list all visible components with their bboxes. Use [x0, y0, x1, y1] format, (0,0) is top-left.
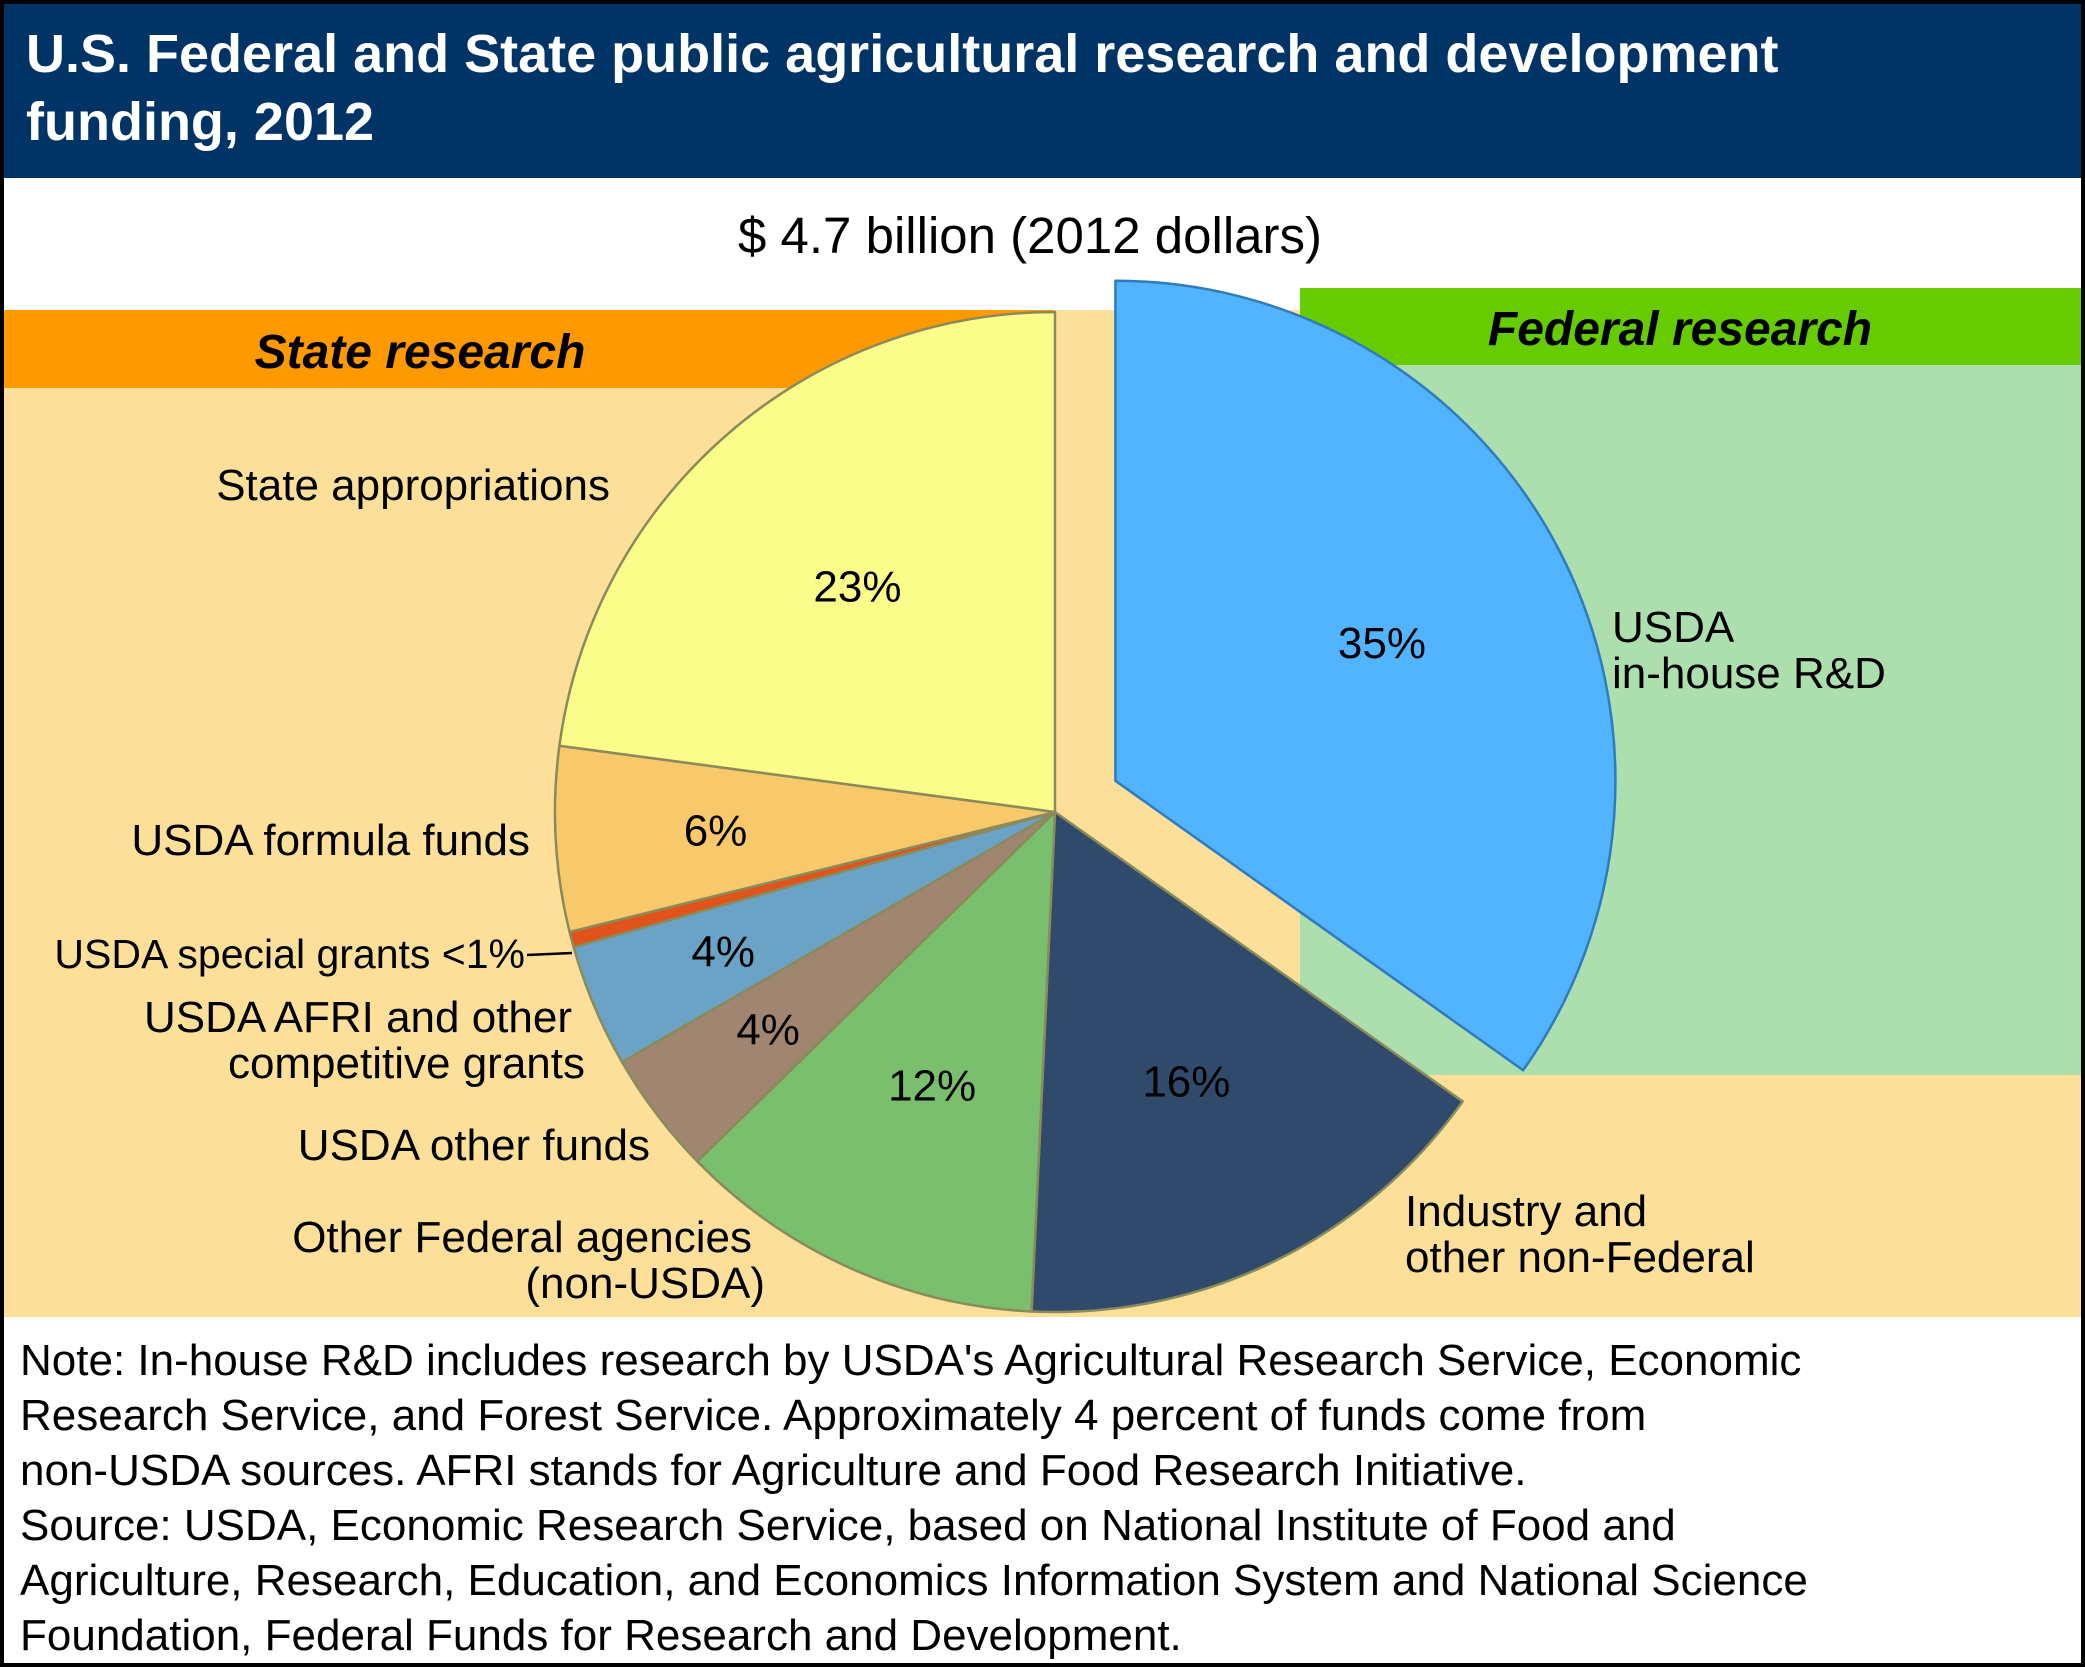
label-industry: Industry and — [1405, 1187, 1647, 1236]
state-research-label: State research — [255, 326, 586, 379]
label-other-federal-agencies-line2: (non-USDA) — [525, 1259, 765, 1308]
special-grants-leader-line — [526, 951, 573, 957]
note-line-2: Research Service, and Forest Service. Ap… — [20, 1391, 1646, 1440]
label-state-appropriations: State appropriations — [216, 461, 610, 510]
federal-research-bar — [1300, 288, 2081, 365]
label-usda-in-house-line2: in-house R&D — [1612, 649, 1886, 698]
pie-slices — [553, 279, 1617, 1314]
label-usda-special-grants: USDA special grants <1% — [54, 931, 525, 977]
source-line-2: Agriculture, Research, Education, and Ec… — [20, 1556, 1808, 1605]
note-line-3: non-USDA sources. AFRI stands for Agricu… — [20, 1446, 1527, 1495]
label-usda-afri-line2: competitive grants — [228, 1039, 585, 1088]
label-usda-formula-funds: USDA formula funds — [131, 816, 530, 865]
pie-slice-usda-in-house-r-d — [1114, 279, 1617, 1072]
label-industry-line2: other non-Federal — [1405, 1233, 1755, 1282]
value-label-state-appropriations: 23% — [813, 562, 901, 611]
pie-slice-state-appropriations — [558, 310, 1057, 814]
value-label-usda-formula-funds: 6% — [684, 807, 748, 856]
chart-title-line2: funding, 2012 — [26, 92, 374, 152]
label-usda-other-funds: USDA other funds — [298, 1121, 650, 1170]
chart-subtitle: $ 4.7 billion (2012 dollars) — [738, 207, 1322, 264]
pie-slice-other-federal-agencies-non-usda — [696, 810, 1057, 1313]
value-label-industry-and-other-non-federal: 16% — [1142, 1058, 1230, 1107]
source-line-3: Foundation, Federal Funds for Research a… — [20, 1611, 1182, 1660]
pie-value-labels: 35% 16% 12% 4% 4% 6% 23% — [684, 562, 1426, 1110]
federal-research-label: Federal research — [1488, 303, 1872, 356]
pie-slice-usda-formula-funds — [553, 744, 1057, 934]
source-line-1: Source: USDA, Economic Research Service,… — [20, 1501, 1676, 1550]
note-line-1: Note: In-house R&D includes research by … — [20, 1336, 1801, 1385]
value-label-usda-other-funds: 4% — [736, 1005, 800, 1054]
value-label-other-federal-agencies-non-usda: 12% — [888, 1062, 976, 1111]
label-usda-in-house: USDA — [1612, 603, 1735, 652]
label-other-federal-agencies: Other Federal agencies — [292, 1213, 752, 1262]
value-label-usda-afri-and-other-competitive-grants: 4% — [691, 928, 755, 977]
value-label-usda-in-house-r-d: 35% — [1338, 619, 1426, 668]
pie-slice-industry-and-other-non-federal — [1030, 810, 1464, 1314]
label-usda-afri: USDA AFRI and other — [144, 993, 572, 1042]
title-bar — [0, 0, 2085, 178]
chart-title: U.S. Federal and State public agricultur… — [26, 24, 1779, 84]
